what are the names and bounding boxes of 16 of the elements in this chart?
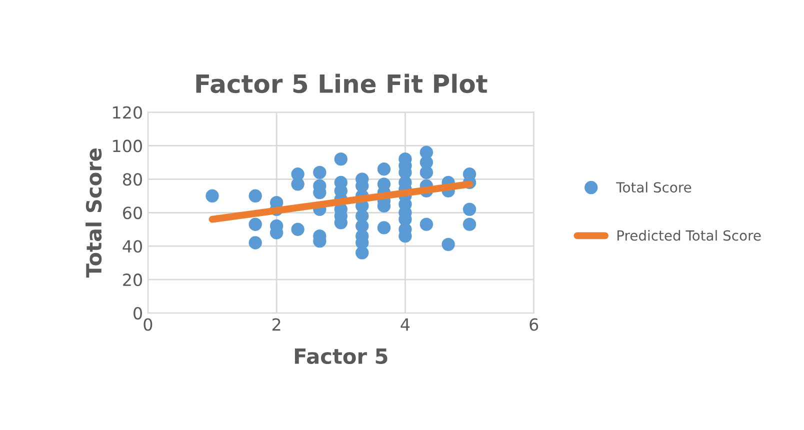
- y-tick-label: 20: [123, 274, 142, 286]
- y-tick-label: 100: [113, 140, 142, 152]
- y-axis-title: Total Score: [86, 148, 102, 278]
- x-tick-label: 6: [530, 318, 538, 331]
- legend-label: Predicted Total Score: [617, 230, 761, 241]
- x-axis-title: Factor 5: [294, 348, 388, 364]
- y-tick-label: 0: [134, 307, 142, 320]
- y-tick-label: 40: [122, 240, 142, 253]
- y-tick-label: 120: [113, 106, 142, 119]
- y-tick-label: 80: [122, 173, 142, 186]
- x-tick-label: 2: [272, 318, 280, 331]
- x-tick-label: 4: [400, 318, 410, 331]
- legend-label: Total Score: [616, 182, 692, 193]
- y-tick-label: 60: [123, 206, 142, 220]
- x-tick-label: 0: [144, 318, 152, 331]
- chart-title: Factor 5 Line Fit Plot: [196, 74, 488, 94]
